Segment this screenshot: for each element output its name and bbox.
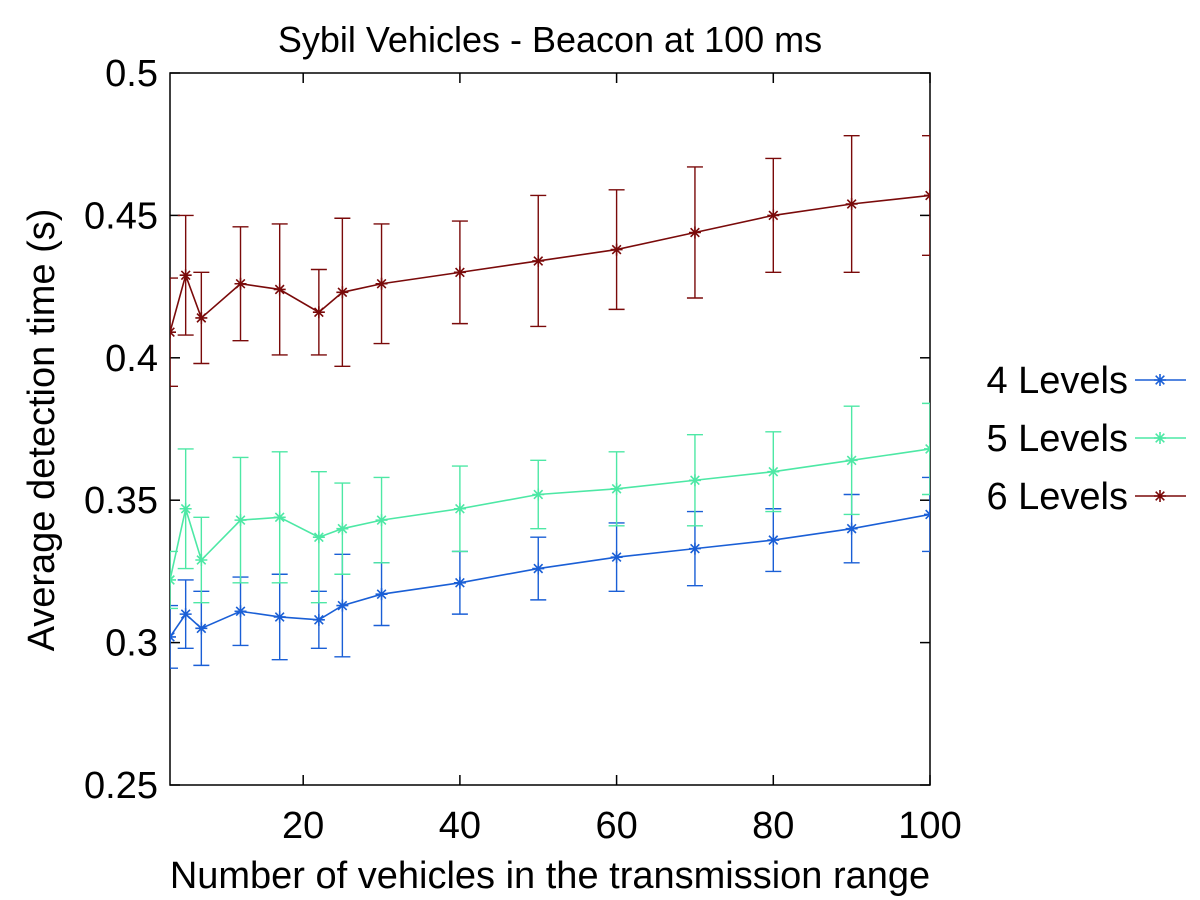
data-point (924, 189, 930, 202)
data-point (767, 534, 780, 547)
data-point (195, 311, 208, 324)
data-point (375, 277, 388, 290)
data-point (179, 608, 192, 621)
plot-frame (169, 72, 931, 786)
data-point (170, 573, 176, 586)
y-tick-label: 0.35 (84, 480, 158, 522)
data-point (924, 508, 930, 521)
data-point (234, 277, 247, 290)
x-tick-label: 100 (898, 805, 961, 847)
error-bar (170, 550, 178, 610)
plot-area (169, 72, 931, 786)
error-bar (922, 402, 930, 496)
x-tick-label: 60 (595, 805, 637, 847)
legend-marker (1154, 490, 1166, 502)
series-line (170, 448, 930, 581)
x-tick-label: 40 (439, 805, 481, 847)
data-point (170, 326, 176, 339)
data-point (610, 482, 623, 495)
data-point (195, 554, 208, 567)
x-axis-label: Number of vehicles in the transmission r… (170, 855, 930, 897)
legend-marker (1154, 432, 1166, 444)
error-bar (922, 476, 930, 553)
data-point (767, 465, 780, 478)
y-tick-label: 0.5 (105, 53, 158, 95)
series-line (170, 194, 930, 333)
y-tick-label: 0.45 (84, 195, 158, 237)
data-point (532, 488, 545, 501)
data-point (170, 630, 176, 643)
series-4-levels (170, 476, 930, 669)
data-point (610, 243, 623, 256)
data-point (375, 514, 388, 527)
y-tick-label: 0.4 (105, 338, 158, 380)
data-point (273, 283, 286, 296)
legend-marker (1154, 374, 1166, 386)
data-point (610, 551, 623, 564)
error-bar (922, 134, 930, 256)
data-point (312, 306, 325, 319)
data-point (688, 226, 701, 239)
data-point (312, 613, 325, 626)
data-point (532, 562, 545, 575)
y-tick-label: 0.3 (105, 623, 158, 665)
data-point (234, 514, 247, 527)
data-point (453, 502, 466, 515)
series-line (170, 513, 930, 638)
data-point (273, 610, 286, 623)
x-tick-label: 80 (752, 805, 794, 847)
data-point (845, 198, 858, 211)
series-5-levels (170, 402, 930, 610)
y-tick-label: 0.25 (84, 765, 158, 807)
data-point (453, 266, 466, 279)
legend: 4 Levels 5 Levels 6 Levels (986, 360, 1186, 518)
data-point (688, 542, 701, 555)
data-point (234, 605, 247, 618)
legend-label: 5 Levels (986, 418, 1128, 460)
data-point (688, 474, 701, 487)
chart-title: Sybil Vehicles - Beacon at 100 ms (278, 19, 822, 60)
data-point (336, 522, 349, 535)
series-group (170, 134, 930, 669)
data-point (453, 576, 466, 589)
data-point (195, 622, 208, 635)
data-point (845, 454, 858, 467)
data-point (179, 502, 192, 515)
error-bar (170, 277, 178, 387)
data-point (312, 531, 325, 544)
legend-label: 4 Levels (986, 360, 1128, 402)
data-point (767, 209, 780, 222)
data-point (179, 269, 192, 282)
series-6-levels (170, 134, 930, 387)
error-bar (170, 604, 178, 669)
axis-ticks: 0.25 0.3 0.35 0.4 0.45 0.5 20 40 60 80 100 (84, 53, 962, 847)
data-point (924, 442, 930, 455)
data-point (532, 254, 545, 267)
data-point (845, 522, 858, 535)
data-point (375, 588, 388, 601)
data-point (273, 511, 286, 524)
legend-label: 6 Levels (986, 476, 1128, 518)
data-point (336, 286, 349, 299)
x-tick-label: 20 (282, 805, 324, 847)
data-point (336, 599, 349, 612)
y-axis-label: Average detection time (s) (21, 209, 63, 652)
